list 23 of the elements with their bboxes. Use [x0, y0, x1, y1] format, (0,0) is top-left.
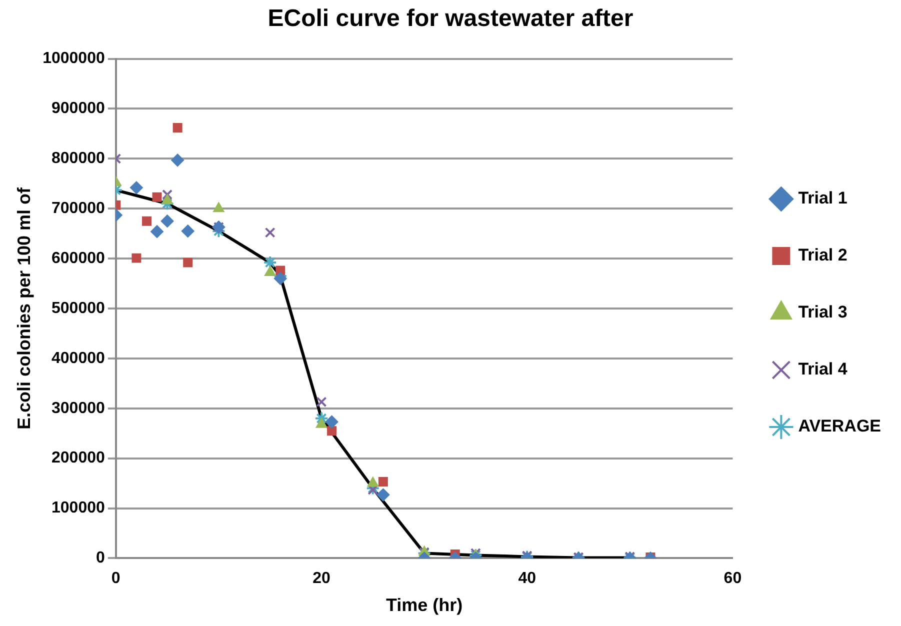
- y-tick-label: 300000: [52, 400, 105, 417]
- y-tick-label: 800000: [52, 150, 105, 168]
- y-tick-label: 700000: [52, 200, 105, 218]
- y-tick-label: 400000: [52, 350, 105, 367]
- legend-label: Trial 1: [798, 188, 848, 208]
- legend-label: Trial 2: [798, 246, 848, 265]
- y-tick-label: 100000: [52, 500, 105, 517]
- y-tick-label: 600000: [52, 250, 105, 267]
- legend-label: AVERAGE: [798, 416, 882, 436]
- x-tick-label: 20: [312, 570, 330, 588]
- legend-label: Trial 4: [798, 360, 848, 379]
- y-tick-label: 200000: [52, 450, 105, 467]
- x-axis-title: Time (hr): [386, 595, 463, 616]
- chart-title: EColi curve for wastewater after: [268, 5, 634, 32]
- legend-label: Trial 3: [798, 302, 848, 322]
- x-tick-label: 60: [724, 570, 742, 588]
- y-axis-title: E.coli colonies per 100 ml of: [14, 186, 34, 430]
- x-tick-label: 40: [518, 570, 536, 588]
- y-tick-label: 0: [96, 550, 105, 567]
- y-tick-label: 1000000: [42, 50, 105, 68]
- y-tick-label: 900000: [52, 100, 105, 118]
- x-tick-label: 0: [111, 570, 120, 588]
- y-tick-label: 500000: [52, 300, 105, 317]
